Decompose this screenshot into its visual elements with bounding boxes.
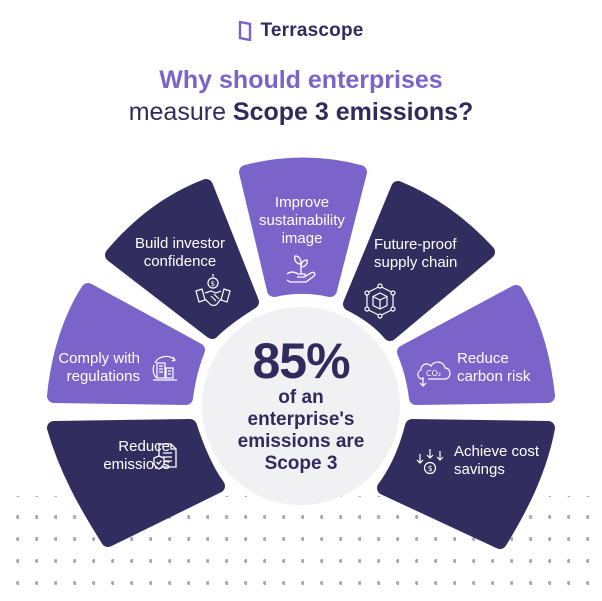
stat-caption-line: emissions are: [237, 431, 365, 452]
label-line: savings: [454, 461, 505, 478]
title-line-2: measure Scope 3 emissions?: [0, 96, 602, 128]
label-supply-chain: Future-proof supply chain: [374, 236, 484, 272]
page-title: Why should enterprises measure Scope 3 e…: [0, 64, 602, 128]
label-investor: Build investor confidence: [120, 235, 240, 271]
brand-name: Terrascope: [260, 20, 364, 41]
segment-investor: [105, 179, 259, 339]
stat-caption-line: Scope 3: [264, 453, 338, 474]
title-line-2-bold: Scope 3 emissions?: [232, 98, 474, 126]
label-line: carbon risk: [457, 368, 531, 385]
label-line: Improve: [274, 194, 330, 211]
stat-caption-line: enterprise's: [247, 409, 355, 430]
segment-cost-savings: [377, 419, 555, 549]
label-line: Future-proof: [374, 236, 457, 253]
segment-sustainability: [239, 157, 367, 297]
handshake-dollar-icon: $: [195, 274, 231, 307]
svg-text:$: $: [428, 464, 433, 473]
bracket-logo-icon: [239, 21, 252, 41]
document-shield-icon: [153, 443, 177, 470]
hand-plant-icon: [286, 255, 316, 283]
label-line: sustainability: [259, 212, 345, 229]
building-cycle-icon: [152, 355, 177, 381]
segment-comply: [47, 283, 205, 405]
label-sustainability: Improve sustainability image: [246, 194, 358, 248]
label-line: Reduce: [118, 438, 170, 455]
center-stat: 85% of an enterprise's emissions are Sco…: [205, 335, 397, 475]
svg-text:$: $: [211, 280, 215, 288]
label-line: emissions: [103, 456, 170, 473]
label-line: Achieve cost: [454, 443, 540, 460]
label-line: supply chain: [374, 254, 458, 271]
center-stat-circle: [202, 307, 400, 505]
label-line: image: [281, 230, 323, 247]
stat-caption-line: of an: [278, 387, 324, 408]
label-line: regulations: [66, 368, 140, 385]
label-line: Reduce: [457, 350, 509, 367]
stat-percentage: 85%: [252, 333, 350, 389]
network-box-icon: [364, 283, 396, 319]
label-carbon-risk: Reduce carbon risk: [457, 350, 557, 386]
svg-text:CO₂: CO₂: [426, 369, 441, 378]
segment-reduce-emissions: [47, 419, 225, 547]
dollar-arrows-down-icon: $: [416, 449, 444, 475]
label-cost-savings: Achieve cost savings: [454, 443, 564, 479]
co2-cloud-down-icon: CO₂: [417, 361, 451, 387]
label-line: Comply with: [58, 350, 140, 367]
title-line-1: Why should enterprises: [159, 66, 443, 94]
label-reduce-emissions: Reduce emissions: [70, 438, 170, 474]
title-line-2-prefix: measure: [128, 98, 233, 126]
label-line: confidence: [143, 253, 217, 270]
label-comply: Comply with regulations: [50, 350, 140, 386]
label-line: Build investor: [134, 235, 226, 252]
segment-carbon-risk: [397, 285, 555, 405]
brand-logo: Terrascope: [0, 20, 602, 42]
